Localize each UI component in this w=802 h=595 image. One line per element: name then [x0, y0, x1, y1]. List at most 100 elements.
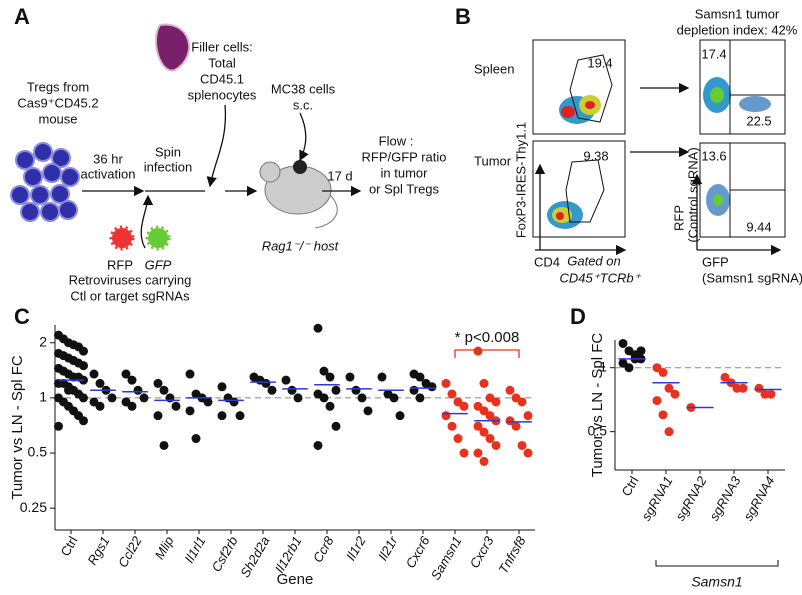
- label: Spin: [155, 144, 181, 159]
- label: Gated on: [567, 253, 621, 268]
- y-tick-label: 1: [39, 389, 47, 405]
- data-point: [447, 389, 457, 399]
- data-point: [121, 369, 131, 379]
- label: 17 d: [327, 168, 352, 183]
- data-point: [652, 396, 662, 406]
- panel-label: D: [570, 304, 586, 329]
- data-point: [459, 401, 469, 411]
- data-point: [229, 397, 239, 407]
- data-point: [191, 434, 201, 444]
- data-point: [159, 440, 169, 450]
- data-point: [64, 385, 73, 395]
- x-tick-label: Sh2d2a: [237, 534, 272, 580]
- data-point: [636, 346, 646, 356]
- data-point: [664, 383, 674, 393]
- data-point: [427, 382, 437, 392]
- data-point: [261, 378, 271, 388]
- data-point: [479, 378, 489, 388]
- data-point: [331, 421, 341, 431]
- data-point: [319, 366, 329, 376]
- data-point: [415, 372, 425, 382]
- data-point: [523, 411, 533, 421]
- x-tick-label: Il12rb1: [272, 534, 305, 576]
- x-tick-label: Samsn1: [428, 534, 465, 583]
- label: depletion index: 42%: [677, 22, 798, 37]
- label: 36 hr: [93, 151, 123, 166]
- label: CD45.1: [200, 71, 244, 86]
- label: Tregs from: [27, 79, 89, 94]
- data-point: [313, 440, 323, 450]
- data-point: [459, 448, 469, 458]
- data-point: [658, 410, 668, 420]
- data-point: [159, 385, 169, 395]
- arrow: [140, 194, 154, 249]
- data-point: [95, 401, 105, 411]
- data-point: [670, 389, 680, 399]
- data-point: [357, 393, 367, 403]
- axis-label: (Control sgRNA): [685, 147, 700, 242]
- data-point: [79, 416, 88, 426]
- gate-value: 9.38: [583, 148, 608, 163]
- label: Retroviruses carrying: [69, 272, 192, 287]
- axis-label: GFP: [702, 254, 729, 269]
- data-point: [363, 406, 373, 416]
- data-point: [664, 427, 674, 437]
- label: Cas9⁺CD45.2: [17, 95, 98, 110]
- data-point: [235, 411, 245, 421]
- data-point: [479, 427, 489, 437]
- data-point: [89, 369, 99, 379]
- data-point: [415, 393, 425, 403]
- data-point: [505, 385, 515, 395]
- group-bracket: [655, 560, 779, 567]
- panel-label: B: [455, 4, 471, 29]
- significance-bracket: [454, 349, 520, 358]
- x-tick-label: Cxcr6: [403, 533, 433, 571]
- label: splenocytes: [188, 87, 257, 102]
- label: activation: [81, 166, 136, 181]
- x-tick-label: Il21r: [375, 533, 401, 563]
- label: MC38 cells: [271, 81, 336, 96]
- axis-label: FoxP3-IRES-Thy1.1: [513, 122, 528, 238]
- data-point: [485, 434, 495, 444]
- flow-plots: [532, 39, 786, 256]
- data-point: [517, 397, 527, 407]
- x-tick-label: Ccl22: [115, 533, 145, 570]
- arrow: [299, 112, 309, 162]
- y-tick-label: 1: [599, 358, 607, 374]
- label: Flow :: [379, 133, 414, 148]
- gate-value: 19.4: [587, 55, 612, 70]
- y-tick-label: 0.5: [588, 422, 608, 438]
- data-point: [54, 421, 63, 431]
- panel-label: A: [14, 4, 30, 29]
- data-point: [351, 385, 361, 395]
- x-tick-label: sgRNA4: [740, 474, 777, 523]
- data-point: [127, 401, 137, 411]
- data-point: [479, 456, 489, 466]
- data-point: [331, 385, 341, 395]
- data-point: [127, 375, 137, 385]
- x-tick-label: Tnfrsf8: [495, 533, 529, 576]
- label: RFP/GFP ratio: [361, 149, 446, 164]
- data-point: [79, 393, 88, 403]
- data-point: [491, 397, 501, 407]
- data-point: [441, 378, 451, 388]
- label: Ctl or target sgRNAs: [70, 288, 190, 303]
- data-point: [738, 383, 748, 393]
- label: s.c.: [293, 97, 313, 112]
- data-point: [720, 372, 730, 382]
- data-point: [217, 382, 227, 392]
- label: Spleen: [474, 61, 514, 76]
- quadrant-value: 9.44: [746, 219, 771, 234]
- data-point: [517, 440, 527, 450]
- data-point: [185, 406, 195, 416]
- data-point: [185, 369, 195, 379]
- annotation: * p<0.008: [455, 329, 520, 346]
- label: RFP: [107, 257, 133, 272]
- x-tick-label: Csf2rb: [208, 534, 240, 575]
- data-point: [281, 375, 291, 385]
- label: Tumor: [474, 153, 512, 168]
- data-point: [473, 448, 483, 458]
- data-point: [624, 363, 634, 373]
